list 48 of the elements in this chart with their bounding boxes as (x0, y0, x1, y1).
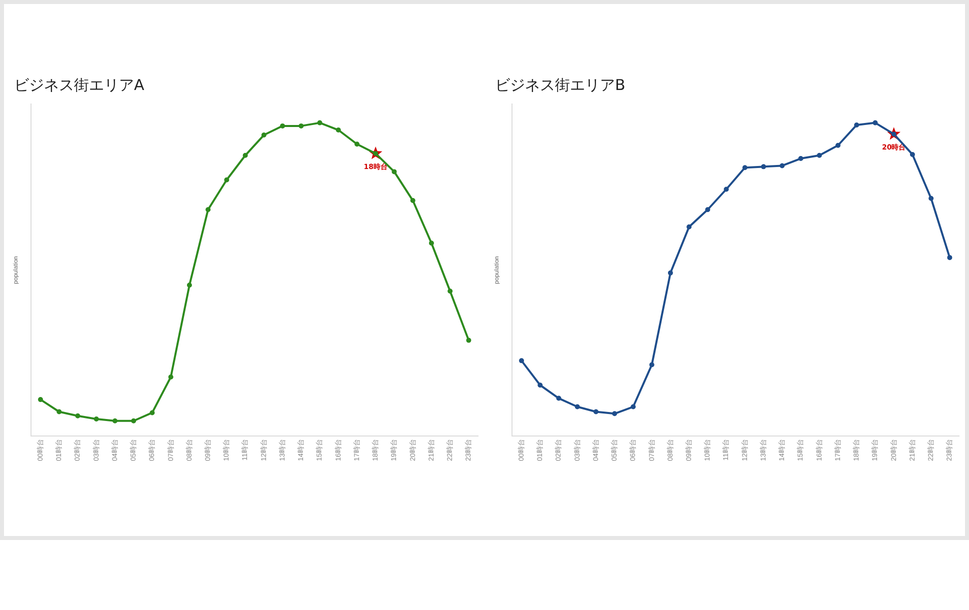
point (336, 128, 341, 133)
point (612, 411, 618, 416)
point (724, 186, 729, 192)
point (947, 255, 952, 260)
point (261, 132, 266, 138)
point (168, 374, 174, 380)
point (835, 142, 840, 148)
chart-title: ビジネス街エリアA (14, 76, 146, 96)
point (686, 224, 692, 230)
point (448, 288, 453, 294)
point (798, 156, 804, 162)
point (354, 142, 360, 147)
point (186, 282, 192, 288)
point (519, 358, 524, 364)
point (872, 120, 878, 126)
point (131, 418, 136, 424)
point (854, 122, 860, 128)
point (242, 152, 248, 158)
point (410, 198, 416, 204)
point (574, 404, 580, 410)
chart-title: ビジネス街エリアB (495, 76, 626, 96)
point (298, 123, 304, 128)
point (206, 207, 211, 212)
point (224, 177, 230, 182)
point (38, 397, 44, 402)
point (150, 410, 155, 416)
point (668, 270, 673, 276)
point (538, 382, 543, 388)
point (816, 152, 822, 158)
point (556, 396, 562, 401)
point (75, 413, 80, 418)
point (742, 165, 748, 170)
point (705, 207, 710, 212)
point (466, 338, 472, 343)
point (649, 362, 654, 368)
point (910, 152, 915, 157)
point (56, 409, 62, 414)
point (392, 169, 397, 174)
point (94, 416, 99, 422)
point (280, 123, 286, 128)
point (428, 240, 434, 246)
point (317, 120, 322, 126)
point (761, 164, 766, 170)
point (630, 404, 636, 410)
point (928, 196, 934, 201)
point (780, 163, 785, 168)
point (593, 409, 598, 414)
point (112, 418, 118, 424)
